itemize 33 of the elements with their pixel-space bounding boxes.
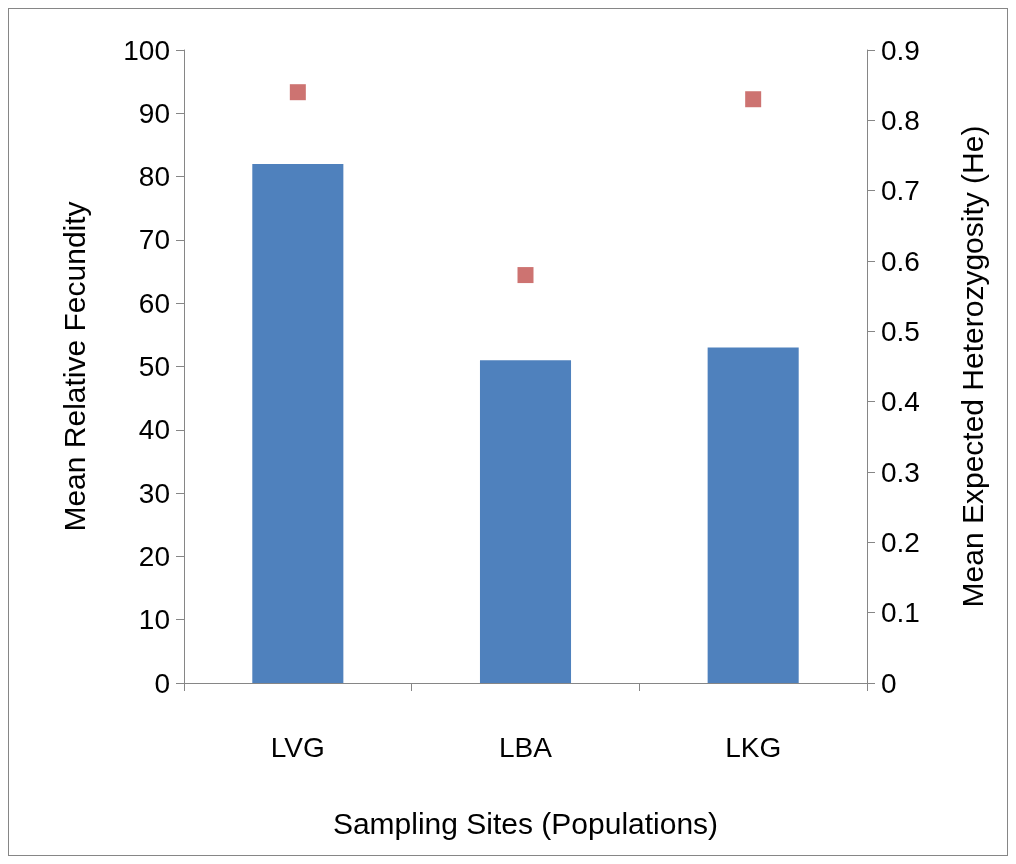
y2-tick-label: 0.9: [881, 34, 920, 66]
y2-tick-label: 0.7: [881, 175, 920, 207]
point: [745, 91, 762, 108]
y2-tick-label: 0.6: [881, 245, 920, 277]
y-tick-label: 50: [138, 351, 170, 382]
x-tick-label: LBA: [499, 731, 553, 763]
bar: [252, 163, 344, 683]
point: [289, 84, 306, 101]
y-tick-label: 20: [138, 540, 170, 572]
y-tick-label: 100: [123, 34, 170, 66]
x-tick-label: LKG: [725, 731, 782, 763]
x-tick-label: LVG: [270, 731, 325, 763]
y2-tick-label: 0.3: [881, 456, 920, 488]
y2-axis-title: Mean Expected Heterozygosity (He): [955, 125, 989, 608]
y-tick-label: 40: [138, 414, 170, 446]
y2-tick-label: 0.4: [881, 386, 920, 418]
bar: [479, 360, 572, 683]
y-tick-label: 0: [154, 667, 170, 699]
bar: [707, 347, 799, 683]
y2-tick-label: 0.8: [881, 104, 920, 136]
y-tick-label: 90: [138, 97, 170, 129]
y-tick-label: 80: [138, 161, 170, 193]
y2-tick-label: 0.1: [881, 597, 920, 629]
y2-tick-label: 0: [881, 667, 897, 699]
y-axis-title: Mean Relative Fecundity: [57, 201, 91, 532]
y2-tick-label: 0.5: [881, 315, 920, 347]
y2-tick-label: 0.2: [881, 526, 920, 558]
x-axis-title: Sampling Sites (Populations): [332, 806, 719, 840]
y-tick-label: 70: [138, 224, 170, 256]
point: [517, 267, 534, 284]
y-tick-label: 60: [138, 287, 170, 319]
y-tick-label: 30: [138, 477, 170, 509]
y-tick-label: 10: [138, 604, 170, 636]
